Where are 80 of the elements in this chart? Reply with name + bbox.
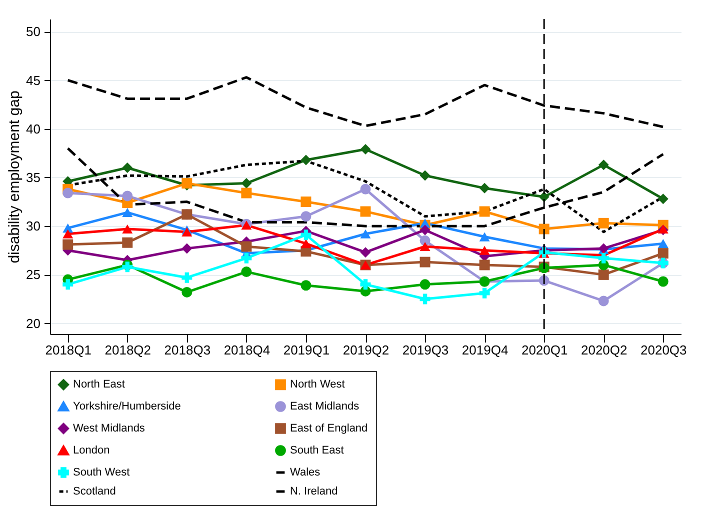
x-tick-label: 2020Q3 (640, 342, 687, 358)
point (122, 237, 133, 248)
point (122, 208, 133, 218)
legend-label: Scotland (73, 486, 116, 498)
legend-label: North East (73, 378, 125, 391)
legend-label: East of England (290, 422, 368, 434)
x-tick-label: 2020Q1 (521, 342, 568, 358)
point (658, 194, 668, 204)
point (479, 182, 490, 194)
point (479, 260, 490, 270)
point (300, 196, 312, 208)
point (62, 279, 74, 290)
point (420, 256, 430, 268)
point (62, 229, 74, 238)
legend-label: South East (290, 444, 344, 456)
x-tick-label: 2018Q2 (104, 342, 152, 358)
y-tick-label: 40 (26, 121, 40, 136)
point (241, 241, 252, 252)
point (300, 154, 312, 166)
point (182, 243, 192, 254)
point (62, 239, 74, 250)
y-tick-label: 25 (26, 267, 40, 282)
point (420, 170, 430, 181)
point (360, 144, 371, 155)
point (479, 232, 490, 242)
point (300, 239, 312, 248)
legend-label: London (73, 444, 110, 456)
point (122, 224, 133, 234)
point (360, 229, 371, 238)
y-tick-label: 30 (26, 218, 40, 234)
x-tick-label: 2018Q1 (45, 342, 92, 358)
point (182, 272, 192, 283)
point (300, 211, 312, 222)
point (241, 266, 252, 278)
y-tick-label: 20 (26, 316, 40, 331)
point (598, 160, 609, 170)
point (658, 248, 668, 259)
point (122, 190, 133, 202)
point (420, 224, 430, 236)
point (241, 252, 252, 264)
y-tick-label: 35 (26, 170, 40, 185)
point (300, 280, 312, 291)
point (598, 218, 609, 228)
point (479, 246, 490, 255)
x-tick-label: 2018Q3 (164, 342, 211, 358)
legend-label: N. Ireland (290, 486, 338, 498)
point (420, 279, 430, 290)
point (300, 230, 312, 240)
x-tick-label: 2019Q4 (462, 342, 508, 358)
point (360, 279, 371, 290)
point (182, 286, 192, 298)
point (479, 288, 490, 298)
point (420, 294, 430, 304)
legend-label: East Midlands (290, 400, 360, 412)
y-tick-label: 50 (26, 24, 40, 40)
point (241, 188, 252, 198)
point (241, 178, 252, 189)
y-axis-title: disability employment gap (6, 90, 24, 264)
legend-label: Yorkshire/Humberside (73, 400, 181, 412)
point (598, 269, 609, 280)
point (122, 162, 133, 173)
legend-label: Wales (290, 466, 321, 478)
legend-label: South West (73, 466, 130, 478)
point (360, 206, 371, 217)
x-tick-label: 2018Q4 (224, 342, 270, 358)
point (658, 276, 668, 287)
point (360, 247, 371, 258)
y-tick-label: 45 (26, 72, 40, 88)
point (479, 206, 490, 217)
x-tick-label: 2019Q1 (283, 342, 330, 358)
point (658, 239, 668, 248)
x-tick-label: 2020Q2 (580, 342, 628, 358)
point (420, 242, 430, 252)
x-tick-label: 2019Q3 (402, 342, 449, 358)
point (598, 296, 609, 306)
point (360, 184, 371, 194)
legend-label: North West (290, 378, 345, 391)
point (62, 188, 74, 198)
legend-label: West Midlands (73, 422, 146, 434)
x-tick-label: 2019Q2 (342, 342, 390, 358)
